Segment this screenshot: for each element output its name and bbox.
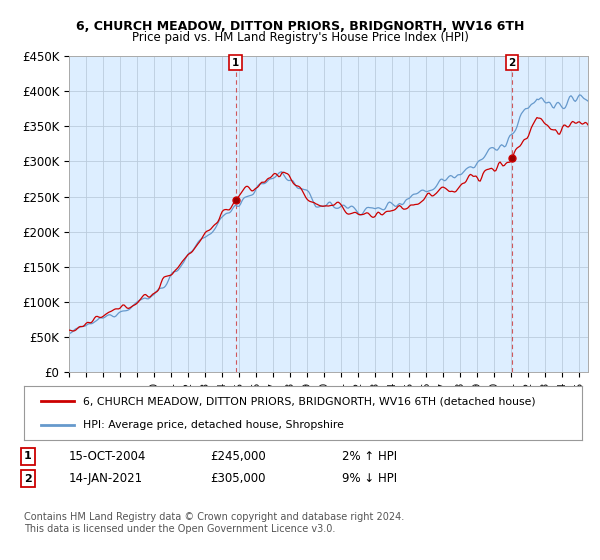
Text: 1: 1: [232, 58, 239, 68]
Text: 6, CHURCH MEADOW, DITTON PRIORS, BRIDGNORTH, WV16 6TH: 6, CHURCH MEADOW, DITTON PRIORS, BRIDGNO…: [76, 20, 524, 32]
Text: 2% ↑ HPI: 2% ↑ HPI: [342, 450, 397, 463]
Text: 1: 1: [24, 451, 32, 461]
Text: 15-OCT-2004: 15-OCT-2004: [69, 450, 146, 463]
Text: 2: 2: [24, 474, 32, 484]
Text: £305,000: £305,000: [210, 472, 265, 486]
Text: 6, CHURCH MEADOW, DITTON PRIORS, BRIDGNORTH, WV16 6TH (detached house): 6, CHURCH MEADOW, DITTON PRIORS, BRIDGNO…: [83, 396, 535, 407]
Text: 2: 2: [508, 58, 516, 68]
Text: Contains HM Land Registry data © Crown copyright and database right 2024.
This d: Contains HM Land Registry data © Crown c…: [24, 512, 404, 534]
Text: 9% ↓ HPI: 9% ↓ HPI: [342, 472, 397, 486]
Text: Price paid vs. HM Land Registry's House Price Index (HPI): Price paid vs. HM Land Registry's House …: [131, 31, 469, 44]
Text: HPI: Average price, detached house, Shropshire: HPI: Average price, detached house, Shro…: [83, 419, 343, 430]
Text: 14-JAN-2021: 14-JAN-2021: [69, 472, 143, 486]
Text: £245,000: £245,000: [210, 450, 266, 463]
